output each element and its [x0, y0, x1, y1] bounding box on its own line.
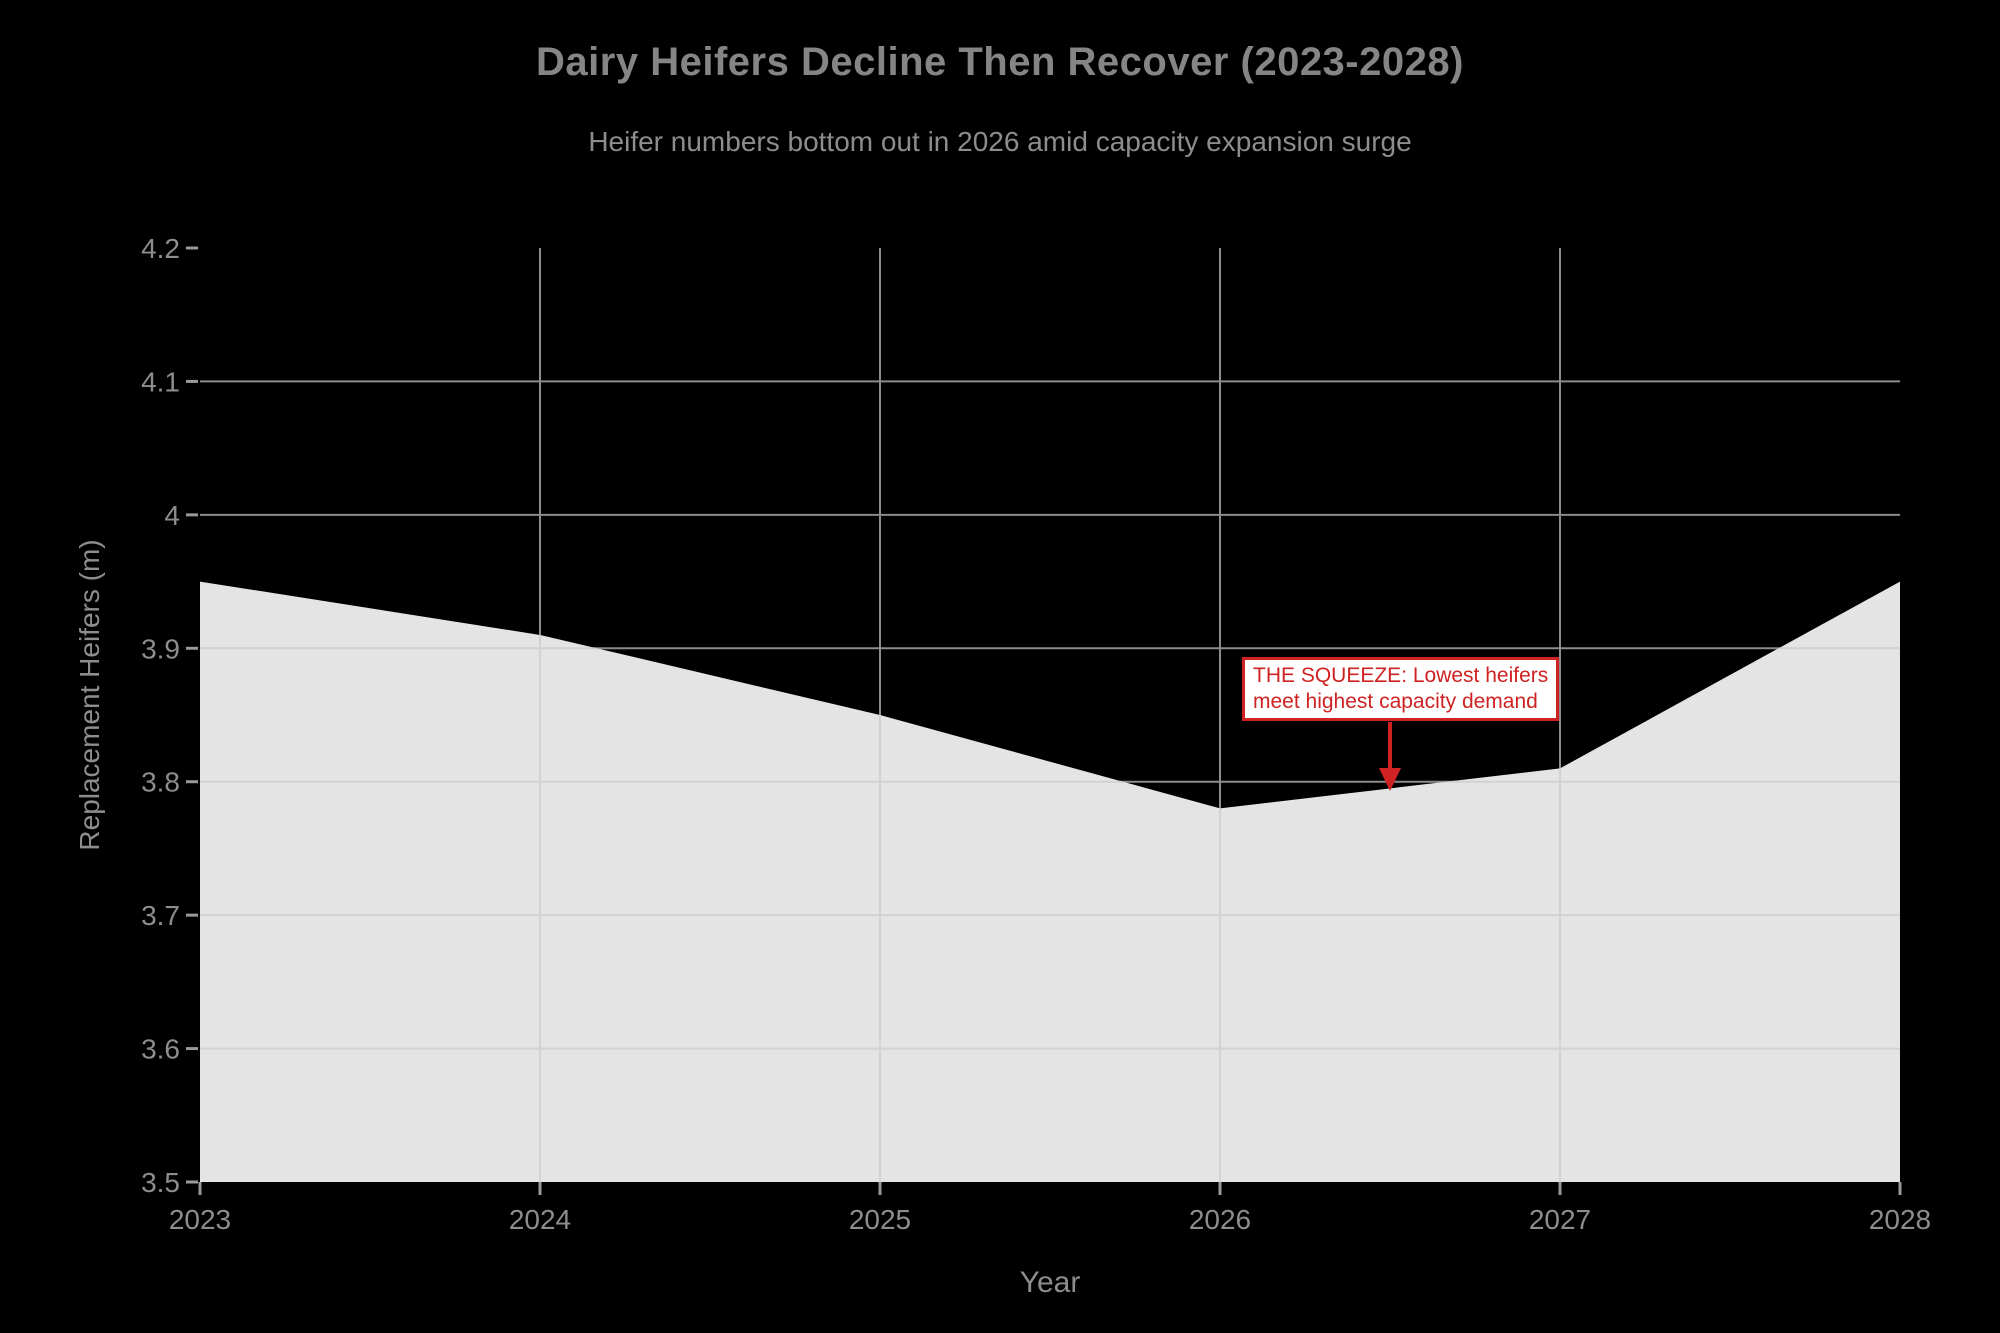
annotation-line-2: meet highest capacity demand — [1253, 690, 1538, 713]
y-tick-label: 3.5 — [141, 1167, 180, 1198]
y-tick-label: 4.1 — [141, 366, 180, 397]
chart-subtitle: Heifer numbers bottom out in 2026 amid c… — [588, 126, 1412, 157]
area-series — [200, 581, 1900, 1182]
x-axis-title: Year — [1019, 1266, 1081, 1299]
y-tick-label: 3.6 — [141, 1034, 180, 1065]
y-tick-label: 3.9 — [141, 633, 180, 664]
x-tick-label: 2028 — [1869, 1204, 1931, 1235]
x-tick-label: 2025 — [849, 1204, 911, 1235]
x-tick-label: 2026 — [1189, 1204, 1251, 1235]
x-tick-label: 2027 — [1529, 1204, 1591, 1235]
chart-title: Dairy Heifers Decline Then Recover (2023… — [536, 40, 1464, 84]
annotation-line-1: THE SQUEEZE: Lowest heifers — [1253, 664, 1549, 687]
y-tick-label: 3.7 — [141, 900, 180, 931]
y-tick-label: 4.2 — [141, 233, 180, 264]
annotation-arrow-head — [1379, 768, 1401, 792]
annotation-box: THE SQUEEZE: Lowest heifers meet highest… — [1242, 657, 1560, 721]
y-tick-label: 3.8 — [141, 767, 180, 798]
x-tick-label: 2023 — [169, 1204, 231, 1235]
x-tick-label: 2024 — [509, 1204, 571, 1235]
y-tick-label: 4 — [164, 500, 180, 531]
